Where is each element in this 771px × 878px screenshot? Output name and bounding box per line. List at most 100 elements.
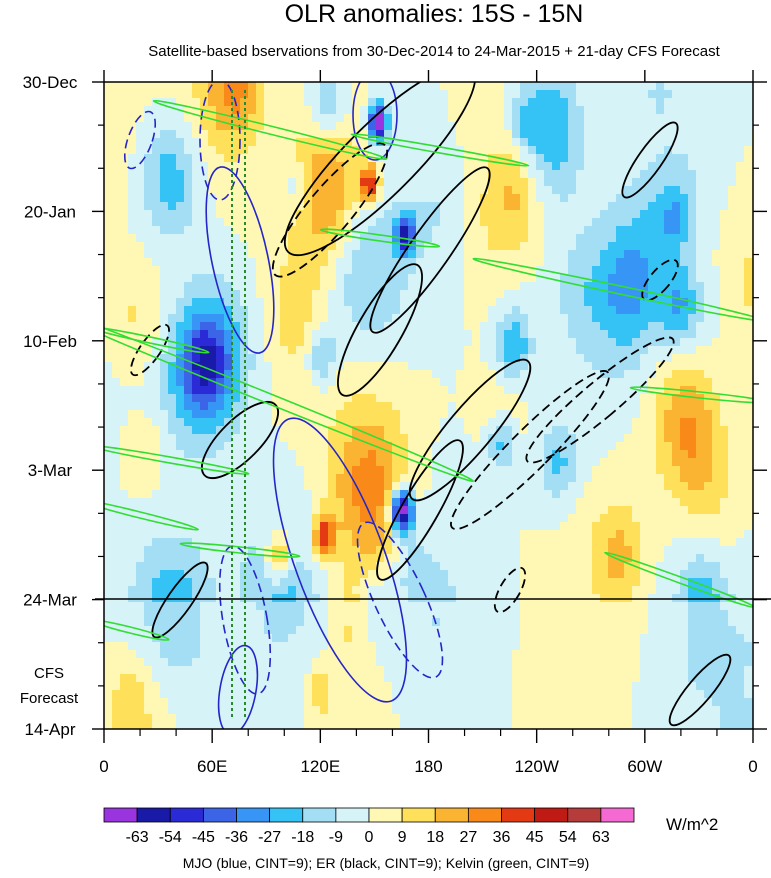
anomaly-cell [336,410,345,419]
anomaly-cell [584,370,593,379]
anomaly-cell [256,354,265,363]
anomaly-cell [320,122,329,131]
anomaly-cell [672,170,681,179]
anomaly-cell [384,466,393,475]
anomaly-cell [512,210,521,219]
anomaly-cell [400,346,409,355]
anomaly-cell [200,394,209,403]
anomaly-cell [384,362,393,371]
anomaly-cell [624,114,633,123]
anomaly-cell [176,82,185,91]
anomaly-cell [208,306,217,315]
anomaly-cell [216,562,225,571]
anomaly-cell [320,362,329,371]
anomaly-cell [320,314,329,323]
anomaly-cell [616,82,625,91]
anomaly-cell [416,98,425,107]
anomaly-cell [224,106,233,115]
anomaly-cell [184,426,193,435]
anomaly-cell [128,378,137,387]
anomaly-cell [616,514,625,523]
anomaly-cell [328,98,337,107]
anomaly-cell [264,186,273,195]
anomaly-cell [688,290,697,299]
anomaly-cell [376,362,385,371]
anomaly-cell [448,242,457,251]
anomaly-cell [456,442,465,451]
anomaly-cell [344,498,353,507]
anomaly-cell [128,410,137,419]
anomaly-cell [344,370,353,379]
anomaly-cell [128,546,137,555]
anomaly-cell [528,138,537,147]
anomaly-cell [536,522,545,531]
anomaly-cell [312,386,321,395]
anomaly-cell [264,330,273,339]
anomaly-cell [152,466,161,475]
anomaly-cell [648,194,657,203]
anomaly-cell [624,546,633,555]
anomaly-cell [640,442,649,451]
anomaly-cell [280,298,289,307]
anomaly-cell [744,418,753,427]
anomaly-cell [736,114,745,123]
anomaly-cell [272,194,281,203]
anomaly-cell [552,122,561,131]
anomaly-cell [720,226,729,235]
anomaly-cell [376,234,385,243]
anomaly-cell [456,402,465,411]
anomaly-cell [384,418,393,427]
anomaly-cell [704,458,713,467]
anomaly-cell [184,234,193,243]
anomaly-cell [544,338,553,347]
anomaly-cell [248,298,257,307]
anomaly-cell [304,474,313,483]
anomaly-cell [384,122,393,131]
anomaly-cell [664,514,673,523]
anomaly-cell [232,370,241,379]
anomaly-cell [352,354,361,363]
anomaly-cell [720,186,729,195]
anomaly-cell [704,114,713,123]
anomaly-cell [336,130,345,139]
anomaly-cell [232,194,241,203]
anomaly-cell [120,442,129,451]
anomaly-cell [288,138,297,147]
anomaly-cell [616,554,625,563]
anomaly-cell [112,450,121,459]
anomaly-cell [544,130,553,139]
anomaly-cell [664,346,673,355]
anomaly-cell [696,466,705,475]
anomaly-cell [496,442,505,451]
anomaly-cell [472,418,481,427]
anomaly-cell [240,210,249,219]
anomaly-cell [552,90,561,99]
anomaly-cell [440,466,449,475]
anomaly-cell [592,274,601,283]
anomaly-cell [720,194,729,203]
anomaly-cell [512,450,521,459]
anomaly-cell [328,538,337,547]
anomaly-cell [352,122,361,131]
anomaly-cell [680,370,689,379]
anomaly-cell [704,378,713,387]
anomaly-cell [160,522,169,531]
anomaly-cell [216,394,225,403]
anomaly-cell [176,266,185,275]
anomaly-cell [304,290,313,299]
anomaly-cell [304,554,313,563]
anomaly-cell [520,178,529,187]
anomaly-cell [312,402,321,411]
anomaly-cell [448,514,457,523]
anomaly-cell [272,154,281,163]
anomaly-cell [480,370,489,379]
anomaly-cell [144,138,153,147]
anomaly-cell [352,346,361,355]
anomaly-cell [320,514,329,523]
anomaly-cell [728,298,737,307]
anomaly-cell [144,354,153,363]
anomaly-cell [480,266,489,275]
anomaly-cell [688,402,697,411]
anomaly-cell [528,522,537,531]
anomaly-cell [280,522,289,531]
